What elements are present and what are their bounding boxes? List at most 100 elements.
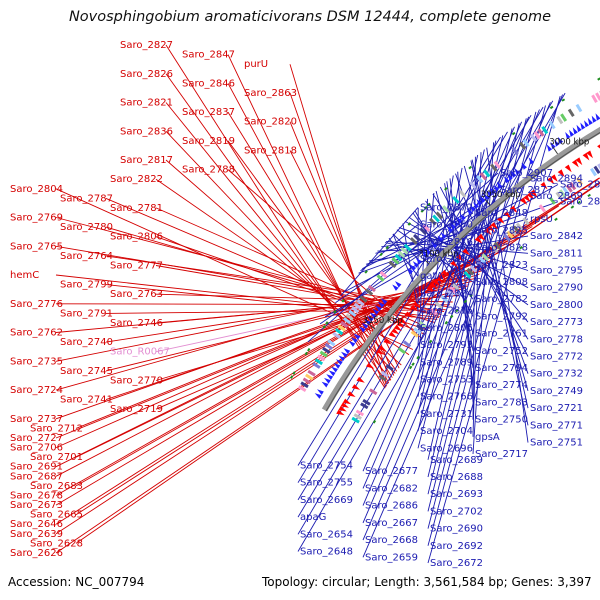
right-gene-label: Saro_2659 xyxy=(365,552,418,563)
right-label-connector xyxy=(427,135,504,460)
forward-cds-arrow xyxy=(503,211,511,219)
right-gene-label: Saro_2755 xyxy=(300,478,353,489)
reverse-cds-arrow xyxy=(584,120,590,128)
right-gene-label: Saro_2808 xyxy=(475,277,528,288)
cog-bar-outer xyxy=(452,195,460,204)
cog-bar-outer xyxy=(332,331,341,339)
cog-bar-outer xyxy=(595,92,600,101)
reverse-cds-arrow xyxy=(431,241,438,249)
reverse-cds-arrow xyxy=(557,136,564,145)
right-gene-label: Saro_2889 xyxy=(560,180,600,191)
kbp-tick xyxy=(552,146,559,155)
forward-cds-arrow xyxy=(540,181,548,190)
forward-cds-arrow xyxy=(396,321,405,328)
right-gene-label: Saro_2721 xyxy=(530,403,583,414)
forward-cds-arrow xyxy=(474,236,483,244)
cog-bar-inner xyxy=(576,177,584,186)
cog-bar-outer xyxy=(367,284,376,293)
gc-mark xyxy=(561,98,566,102)
gc-mark xyxy=(290,375,294,379)
right-gene-label: Saro_2753 xyxy=(420,375,473,386)
gc-mark xyxy=(341,298,345,303)
forward-cds-arrow xyxy=(497,216,505,224)
reverse-cds-arrow xyxy=(415,257,422,265)
forward-cds-arrow xyxy=(426,285,435,293)
left-gene-label: Saro_2836 xyxy=(120,126,173,137)
forward-cds-arrow xyxy=(366,362,375,369)
cog-bar-inner xyxy=(522,217,530,226)
reverse-cds-arrow xyxy=(378,301,385,308)
left-gene-label: Saro_2727 xyxy=(10,433,63,444)
cog-bar-inner xyxy=(558,189,567,198)
genome-backbone xyxy=(321,127,600,412)
cog-bar-outer xyxy=(409,237,418,245)
right-label-connector xyxy=(362,116,530,506)
left-gene-label: purU xyxy=(244,59,268,70)
right-gene-label: Saro_2749 xyxy=(530,386,583,397)
kbp-tick-label: 3100 kbp xyxy=(418,250,458,260)
reverse-cds-arrow xyxy=(440,232,447,240)
gc-mark xyxy=(292,371,296,375)
right-gene-label: Saro_2690 xyxy=(430,524,483,535)
cog-bar-outer xyxy=(376,274,385,282)
forward-cds-arrow xyxy=(347,391,356,397)
forward-cds-arrow xyxy=(391,328,400,335)
cog-bar-outer xyxy=(537,128,545,137)
cog-bar-outer xyxy=(435,211,444,220)
right-label-connector xyxy=(362,121,523,489)
gc-mark xyxy=(416,355,420,360)
right-gene-label: gpsA xyxy=(475,432,500,443)
cog-bar-outer xyxy=(394,253,403,262)
right-label-connector xyxy=(362,94,564,558)
reverse-cds-arrow xyxy=(367,315,374,322)
left-gene-label: Saro_2762 xyxy=(10,328,63,339)
cog-bar-inner xyxy=(369,388,378,396)
forward-cds-arrow xyxy=(557,169,565,177)
gc-mark xyxy=(511,131,516,136)
left-gene-label: Saro_2821 xyxy=(120,98,173,109)
right-gene-label: Saro_2688 xyxy=(430,472,483,483)
cog-bar-outer xyxy=(493,160,501,169)
forward-cds-arrow xyxy=(340,402,349,408)
right-gene-label: Saro_2825 xyxy=(475,225,528,236)
forward-cds-arrow xyxy=(547,176,555,185)
right-label-connector xyxy=(335,189,499,304)
forward-cds-arrow xyxy=(456,254,464,262)
reverse-cds-arrow xyxy=(483,193,489,201)
left-gene-label: Saro_2826 xyxy=(120,69,173,80)
cog-bar-inner xyxy=(360,402,369,410)
left-gene-label: Saro_2788 xyxy=(182,165,235,176)
forward-cds-arrow xyxy=(336,409,345,416)
gc-mark xyxy=(468,165,472,170)
cog-bar-outer xyxy=(591,94,598,104)
gc-mark xyxy=(427,202,431,207)
left-gene-label: Saro_2691 xyxy=(10,462,63,473)
left-label-connector xyxy=(165,159,402,366)
cog-bar-inner xyxy=(446,289,455,297)
cog-bar-inner xyxy=(481,253,490,262)
right-label-connector xyxy=(360,224,419,272)
left-label-connector xyxy=(105,255,449,308)
left-gene-label: Saro_2701 xyxy=(30,452,83,463)
left-gene-label: Saro_2822 xyxy=(110,174,163,185)
left-gene-label: Saro_2639 xyxy=(10,529,63,540)
left-gene-label: Saro_2741 xyxy=(60,395,113,406)
reverse-cds-arrow xyxy=(580,122,586,130)
right-label-connector xyxy=(427,123,520,495)
left-gene-label: Saro_2763 xyxy=(110,289,163,300)
left-label-connector xyxy=(289,64,387,387)
right-gene-label: Saro_2824 xyxy=(420,288,473,299)
right-label-connector xyxy=(365,218,529,265)
cog-bar-outer xyxy=(529,133,538,142)
left-gene-label: Saro_2799 xyxy=(60,280,113,291)
cog-bar-outer xyxy=(319,350,328,358)
left-gene-label: Saro_2678 xyxy=(10,491,63,502)
cog-bar-inner xyxy=(593,165,600,175)
right-gene-label: Saro_2793 xyxy=(420,340,473,351)
right-label-connector xyxy=(340,207,419,297)
cog-bar-inner xyxy=(512,225,521,234)
reverse-cds-arrow xyxy=(503,176,510,184)
reverse-cds-arrow xyxy=(466,207,473,215)
right-gene-label: Saro_2667 xyxy=(365,518,418,529)
gc-mark xyxy=(379,252,383,257)
